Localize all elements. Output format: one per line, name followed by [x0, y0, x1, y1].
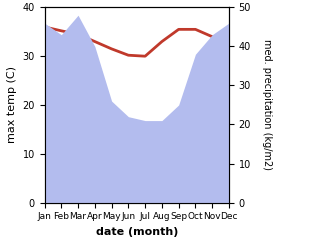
X-axis label: date (month): date (month): [95, 227, 178, 237]
Y-axis label: med. precipitation (kg/m2): med. precipitation (kg/m2): [262, 40, 272, 170]
Y-axis label: max temp (C): max temp (C): [7, 66, 17, 144]
